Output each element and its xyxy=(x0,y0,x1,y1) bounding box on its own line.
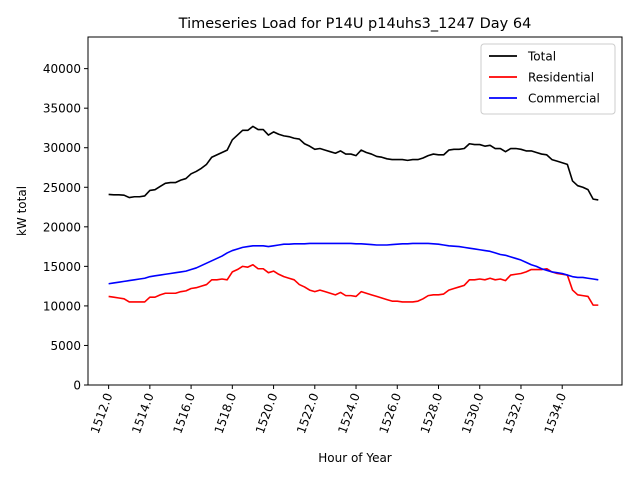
legend: Total Residential Commercial xyxy=(480,43,616,115)
y-tick-label: 40000 xyxy=(43,62,81,76)
y-tick-label: 20000 xyxy=(43,220,81,234)
y-tick-label: 5000 xyxy=(50,339,81,353)
x-tick-label: 1530.0 xyxy=(459,391,487,435)
legend-label-residential: Residential xyxy=(528,71,594,85)
legend-label-commercial: Commercial xyxy=(528,92,600,106)
series-line-commercial xyxy=(108,242,599,285)
x-tick-label: 1516.0 xyxy=(170,391,198,435)
x-tick-label: 1534.0 xyxy=(542,391,570,435)
y-tick-label: 0 xyxy=(73,379,81,393)
x-tick-label: 1522.0 xyxy=(294,391,322,435)
x-tick-label: 1518.0 xyxy=(212,391,240,435)
series-lines xyxy=(108,125,599,306)
y-tick-label: 15000 xyxy=(43,260,81,274)
x-axis-ticks: 1512.0 1514.0 1516.0 1518.0 1520.0 1522.0 1524… xyxy=(88,385,569,435)
x-tick-label: 1512.0 xyxy=(88,391,116,435)
y-tick-label: 30000 xyxy=(43,141,81,155)
legend-box xyxy=(480,43,616,115)
x-tick-label: 1528.0 xyxy=(418,391,446,435)
x-tick-label: 1524.0 xyxy=(335,391,363,435)
x-tick-label: 1514.0 xyxy=(129,391,157,435)
series-line-total xyxy=(108,125,599,201)
x-tick-label: 1532.0 xyxy=(500,391,528,435)
x-tick-label: 1526.0 xyxy=(377,391,405,435)
chart-title: Timeseries Load for P14U p14uhs3_1247 Da… xyxy=(178,16,532,32)
y-tick-label: 25000 xyxy=(43,181,81,195)
series-line-residential xyxy=(108,263,599,306)
y-axis-label: kW total xyxy=(15,186,29,236)
plot-area-frame xyxy=(87,36,623,386)
y-axis-ticks: 0 5000 10000 15000 20000 25000 30000 35000 40000 xyxy=(43,62,88,393)
x-tick-label: 1520.0 xyxy=(253,391,281,435)
y-tick-label: 35000 xyxy=(43,102,81,116)
legend-label-total: Total xyxy=(527,50,556,64)
y-tick-label: 10000 xyxy=(43,299,81,313)
x-axis-label: Hour of Year xyxy=(318,451,392,465)
